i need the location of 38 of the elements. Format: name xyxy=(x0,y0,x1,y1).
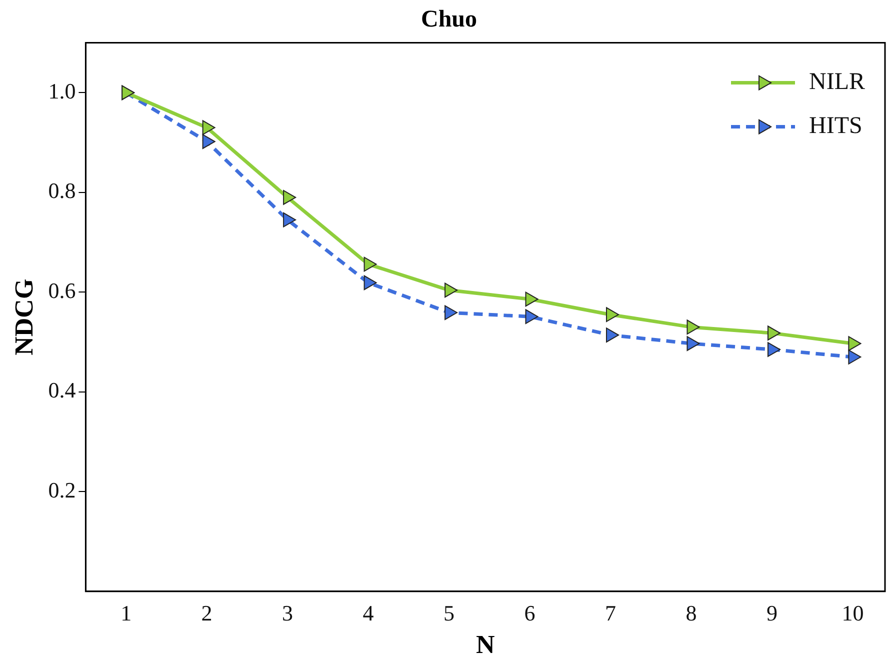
point xyxy=(525,292,538,307)
y-tick-label: 0.6 xyxy=(48,278,76,303)
point xyxy=(283,190,296,205)
point xyxy=(444,282,458,298)
legend-label: HITS xyxy=(809,113,862,140)
x-tick-label: 1 xyxy=(120,600,132,626)
x-tick-label: 2 xyxy=(201,600,212,626)
chart-title: Chuo xyxy=(420,6,478,33)
point xyxy=(606,307,619,322)
y-tick-label: 0.2 xyxy=(48,477,76,502)
point xyxy=(283,212,296,228)
x-tick-label: 5 xyxy=(444,600,455,626)
point xyxy=(202,134,216,149)
point xyxy=(364,275,377,290)
x-tick-label: 10 xyxy=(842,600,864,626)
point xyxy=(848,350,862,364)
x-tick-label: 9 xyxy=(766,600,778,626)
x-tick-label: 8 xyxy=(686,600,697,626)
x-axis-title: N xyxy=(476,630,495,660)
point xyxy=(686,320,700,335)
x-tick-label: 7 xyxy=(604,600,616,626)
x-tick-label: 6 xyxy=(524,600,536,626)
y-tick-label: 0.4 xyxy=(48,378,76,403)
point xyxy=(202,120,216,136)
point xyxy=(848,336,862,351)
point xyxy=(686,336,700,351)
y-axis-title: NDCG xyxy=(9,278,38,356)
point xyxy=(525,309,538,324)
x-tick-label: 4 xyxy=(362,600,374,626)
point xyxy=(444,305,458,320)
y-tick-label: 0.8 xyxy=(48,178,76,204)
point xyxy=(364,256,377,272)
y-tick-label: 1.0 xyxy=(48,78,76,104)
legend-label: NILR xyxy=(809,69,866,96)
point xyxy=(767,342,780,357)
point xyxy=(606,328,619,342)
x-tick-label: 3 xyxy=(282,600,294,626)
point xyxy=(767,326,780,340)
